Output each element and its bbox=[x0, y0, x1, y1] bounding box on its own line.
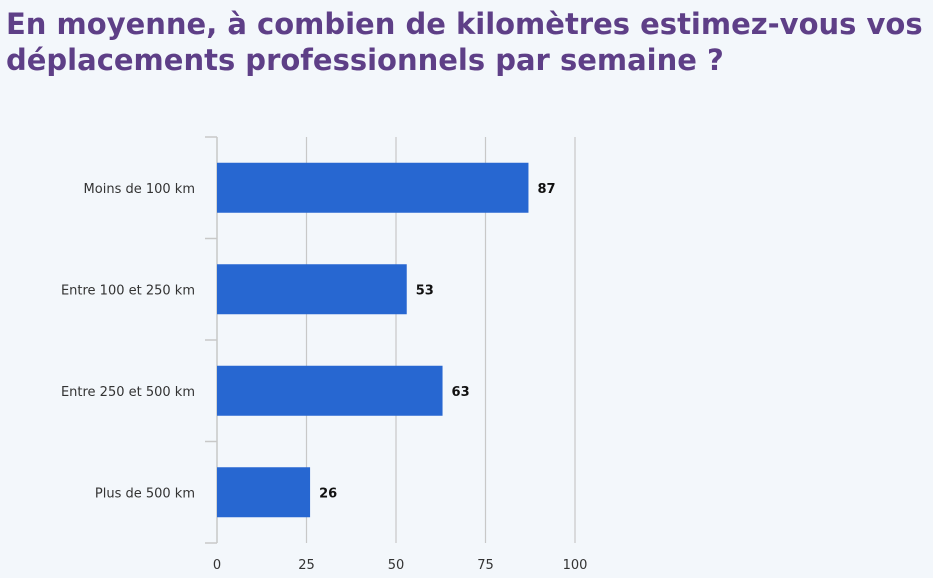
bar-1 bbox=[217, 264, 407, 315]
category-label: Entre 100 et 250 km bbox=[61, 283, 195, 298]
value-label: 63 bbox=[452, 385, 470, 400]
bars bbox=[217, 162, 529, 518]
x-tick-label: 75 bbox=[477, 558, 494, 573]
value-label: 26 bbox=[319, 486, 337, 501]
category-axis bbox=[205, 136, 218, 544]
chart-title: En moyenne, à combien de kilomètres esti… bbox=[6, 7, 923, 77]
bar-0 bbox=[217, 162, 529, 213]
value-label: 53 bbox=[416, 283, 434, 298]
x-tick-label: 0 bbox=[213, 558, 221, 573]
x-tick-label: 100 bbox=[563, 558, 588, 573]
category-label: Plus de 500 km bbox=[95, 486, 195, 501]
labels: 0 25 50 75 100 Moins de 100 km 87 Entre 100 et … bbox=[61, 182, 587, 573]
x-tick-label: 25 bbox=[298, 558, 315, 573]
value-label: 87 bbox=[537, 182, 555, 197]
category-label: Moins de 100 km bbox=[84, 182, 195, 197]
bar-3 bbox=[217, 467, 311, 518]
category-label: Entre 250 et 500 km bbox=[61, 385, 195, 400]
bar-2 bbox=[217, 365, 443, 416]
x-tick-label: 50 bbox=[388, 558, 405, 573]
